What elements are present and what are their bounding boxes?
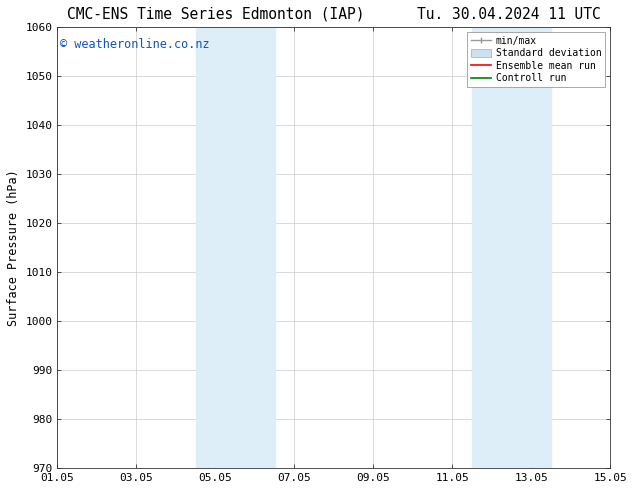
Y-axis label: Surface Pressure (hPa): Surface Pressure (hPa) bbox=[7, 170, 20, 326]
Legend: min/max, Standard deviation, Ensemble mean run, Controll run: min/max, Standard deviation, Ensemble me… bbox=[467, 32, 605, 87]
Bar bbox=[472, 27, 551, 468]
Text: © weatheronline.co.nz: © weatheronline.co.nz bbox=[60, 38, 210, 51]
Title: CMC-ENS Time Series Edmonton (IAP)      Tu. 30.04.2024 11 UTC: CMC-ENS Time Series Edmonton (IAP) Tu. 3… bbox=[67, 7, 600, 22]
Bar bbox=[195, 27, 275, 468]
